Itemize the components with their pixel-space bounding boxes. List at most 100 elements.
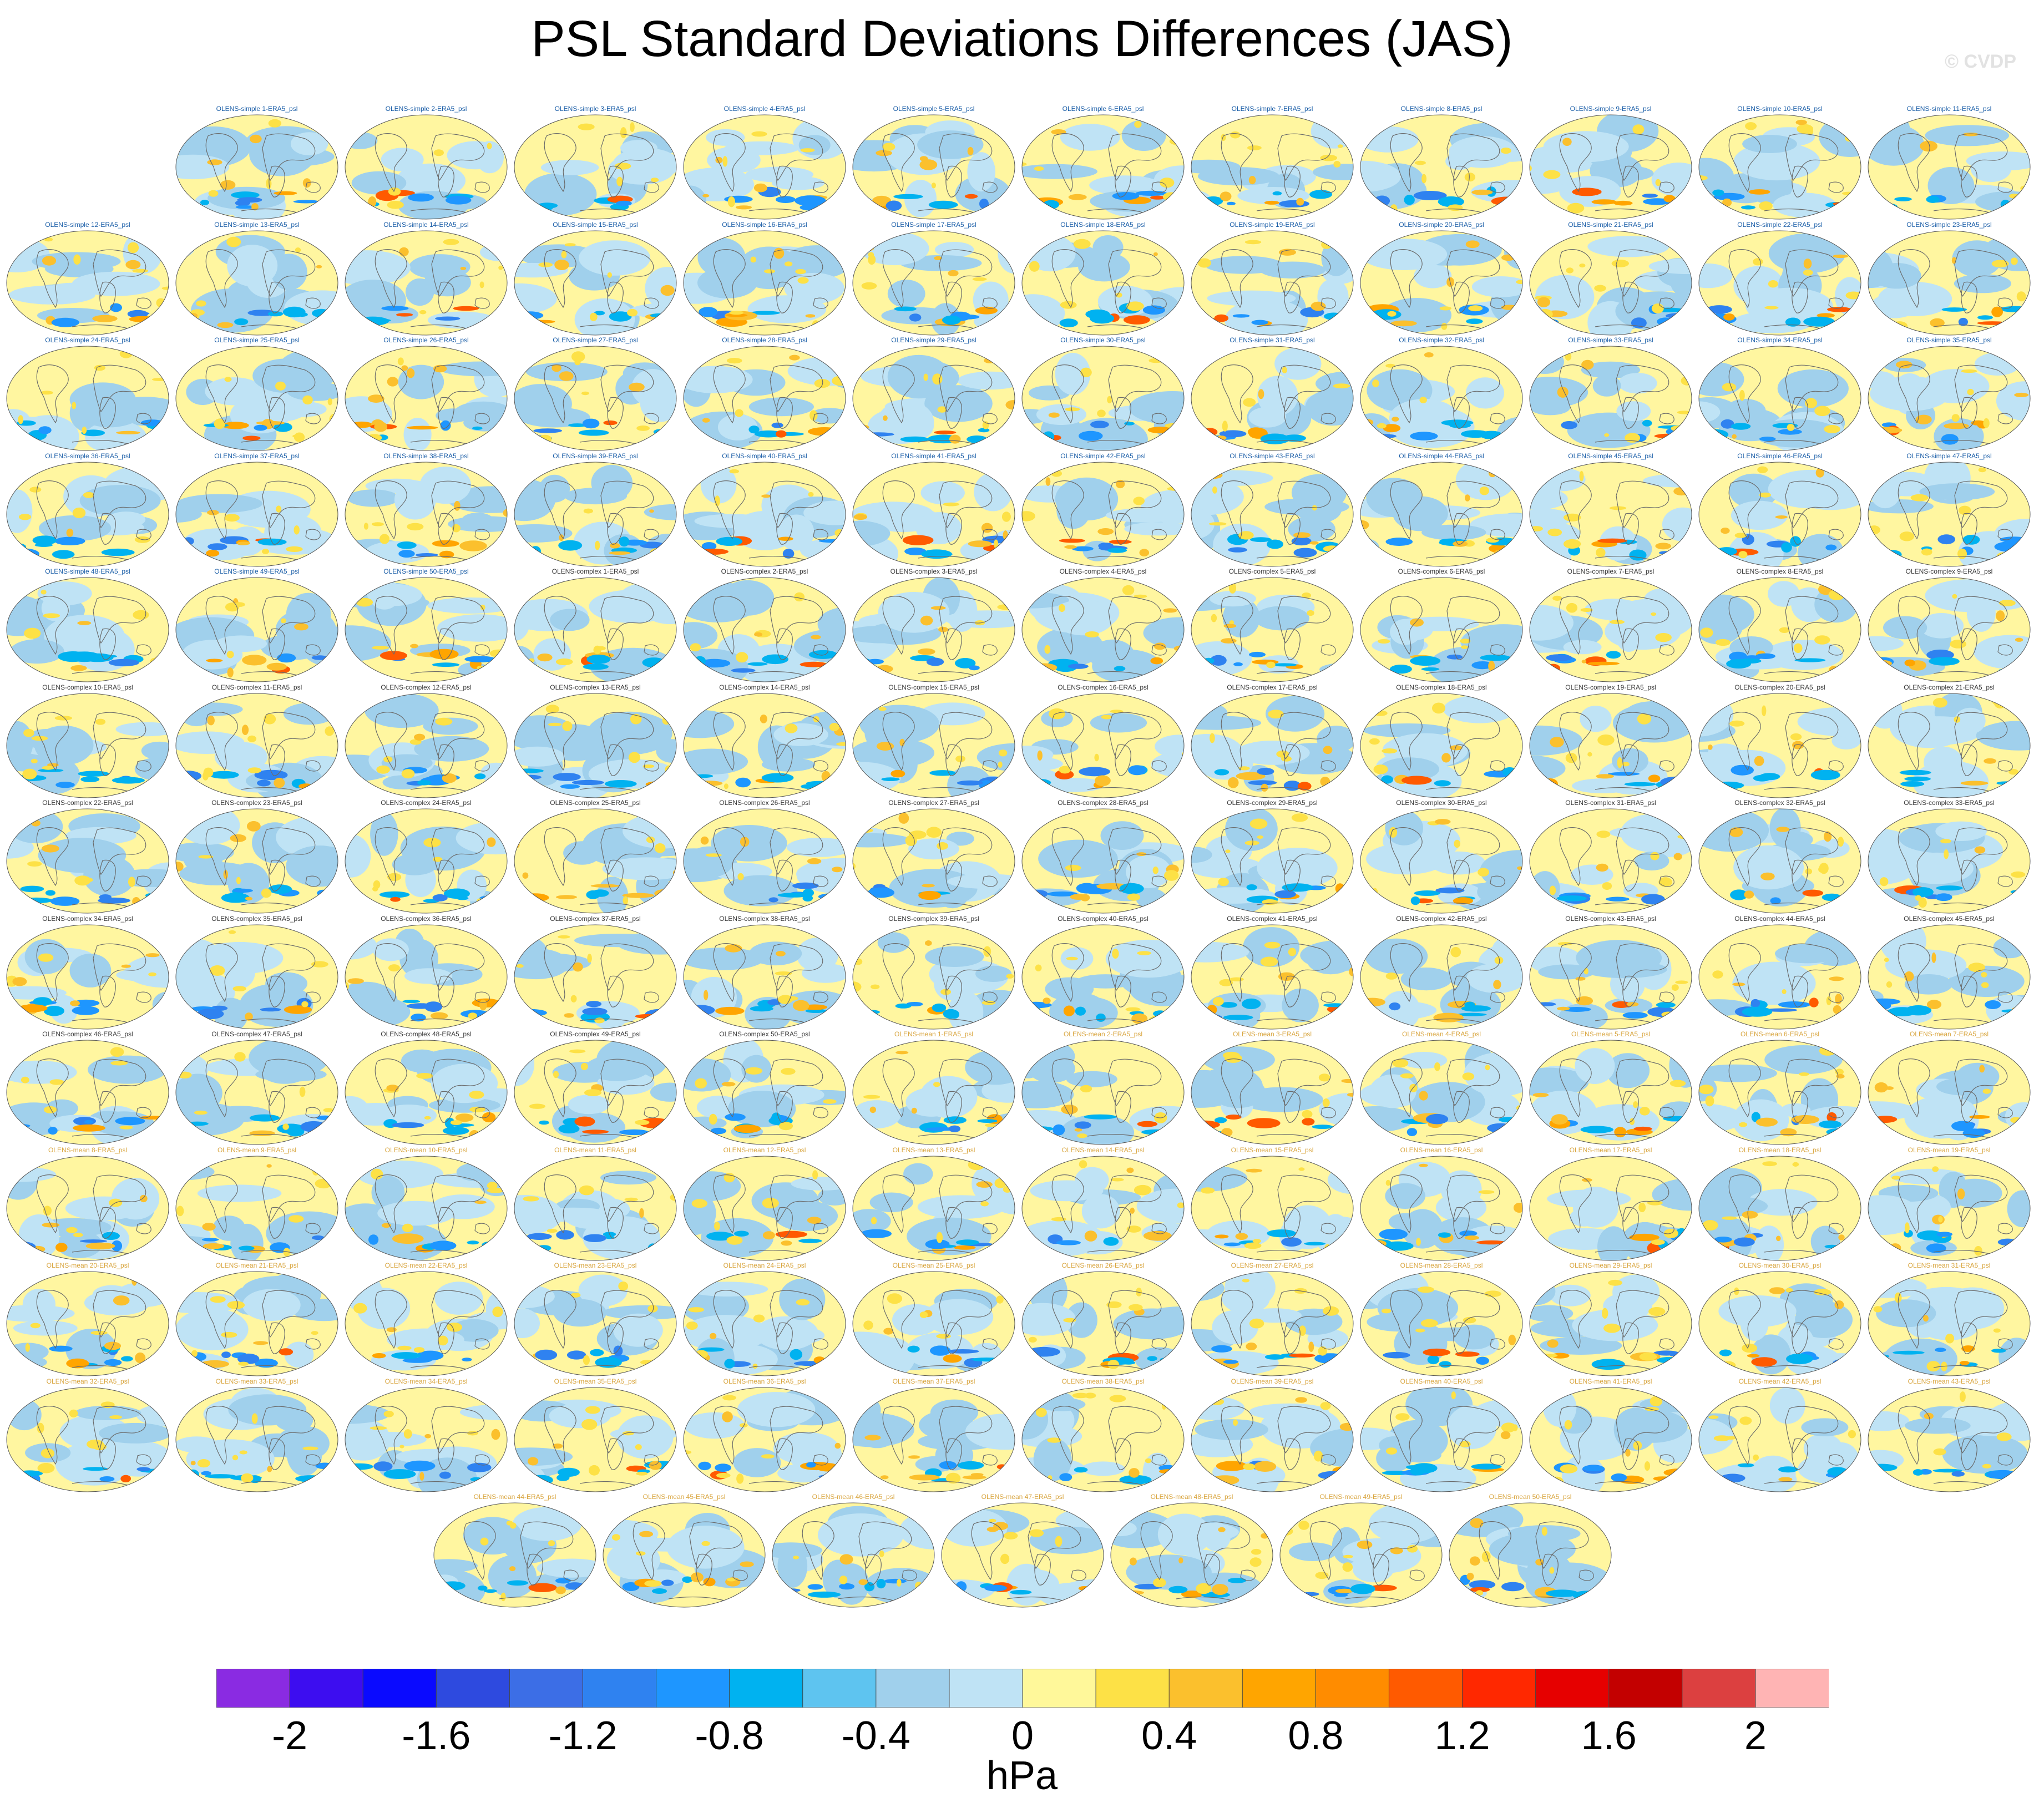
anomaly-region (1894, 197, 1912, 201)
anomaly-region (517, 311, 544, 320)
anomaly-region (1716, 546, 1737, 556)
anomaly-region (1962, 133, 1979, 136)
anomaly-region (8, 1241, 36, 1252)
map-panel: OLENS-complex 26-ERA5_psl (682, 799, 847, 914)
anomaly-region (1433, 1012, 1464, 1022)
anomaly-region (1369, 1074, 1416, 1108)
panel-title: OLENS-simple 6-ERA5_psl (1062, 105, 1144, 113)
anomaly-region (725, 313, 748, 317)
map-plot (1191, 230, 1354, 335)
anomaly-region (37, 1462, 55, 1473)
anomaly-region (1145, 1458, 1152, 1463)
anomaly-region (284, 1005, 312, 1014)
anomaly-region (271, 253, 307, 290)
anomaly-region (414, 733, 426, 741)
panel-title: OLENS-simple 49-ERA5_psl (214, 568, 300, 575)
anomaly-region (286, 1431, 322, 1476)
anomaly-region (656, 583, 662, 589)
anomaly-region (1059, 604, 1065, 612)
map-plot (1360, 924, 1523, 1029)
anomaly-region (981, 523, 993, 533)
coastline (713, 480, 746, 539)
map-outline (345, 924, 508, 1029)
anomaly-region (715, 1006, 745, 1015)
map-panel: OLENS-mean 23-ERA5_psl (513, 1262, 677, 1377)
anomaly-region (1618, 373, 1657, 394)
anomaly-region (1822, 893, 1842, 902)
coastline (918, 208, 974, 213)
coastline (1997, 1107, 2013, 1118)
map-panel: OLENS-simple 19-ERA5_psl (1190, 221, 1354, 336)
map-plot (175, 808, 338, 914)
coastline (1954, 364, 2008, 413)
anomaly-region (38, 426, 52, 434)
anomaly-region (1795, 119, 1807, 125)
panel-title: OLENS-complex 6-ERA5_psl (1398, 568, 1485, 575)
anomaly-region (1870, 1128, 1889, 1133)
panel-title: OLENS-simple 42-ERA5_psl (1060, 452, 1146, 460)
anomaly-region (1249, 818, 1268, 829)
map-plot (1868, 577, 2031, 682)
anomaly-region (650, 548, 664, 557)
anomaly-region (1971, 420, 1986, 426)
anomaly-region (1828, 666, 1839, 675)
panel-title: OLENS-simple 3-ERA5_psl (554, 105, 636, 113)
panel-title: OLENS-simple 24-ERA5_psl (45, 336, 130, 344)
coastline (262, 133, 316, 181)
map-outline (514, 1387, 677, 1492)
coastline (1284, 281, 1301, 313)
anomaly-region (112, 777, 145, 784)
anomaly-region (210, 1296, 226, 1303)
anomaly-region (1622, 761, 1630, 766)
anomaly-region (121, 964, 131, 968)
anomaly-region (1360, 1015, 1378, 1021)
anomaly-region (934, 431, 957, 434)
anomaly-region (1941, 434, 1959, 445)
anomaly-region (43, 613, 60, 619)
anomaly-region (1439, 1361, 1451, 1368)
anomaly-region (41, 589, 47, 595)
map-plot (1360, 577, 1523, 682)
coastline (431, 827, 485, 875)
map-panel: OLENS-simple 37-ERA5_psl (175, 452, 339, 568)
anomaly-region (1702, 1219, 1718, 1230)
anomaly-region (1516, 279, 1522, 284)
anomaly-region (1192, 357, 1202, 367)
coastline (241, 1365, 297, 1370)
coastline (1320, 181, 1336, 193)
panel-title: OLENS-simple 2-ERA5_psl (385, 105, 467, 113)
coastline (776, 1438, 793, 1470)
coastline (1595, 1018, 1651, 1023)
map-outline (1529, 462, 1692, 566)
anomaly-region (1868, 828, 1917, 868)
map-outline (1698, 1040, 1861, 1145)
anomaly-region (499, 303, 506, 313)
anomaly-region (1940, 839, 1951, 844)
anomaly-region (1671, 426, 1685, 432)
coastline (1954, 249, 2008, 297)
anomaly-region (482, 320, 503, 325)
map-plot (1529, 230, 1692, 335)
anomaly-region (1119, 883, 1144, 894)
anomaly-region (356, 597, 373, 607)
anomaly-region (439, 1471, 451, 1479)
anomaly-region (1225, 1115, 1242, 1120)
anomaly-region (552, 364, 561, 372)
panel-title: OLENS-mean 45-ERA5_psl (642, 1493, 726, 1501)
map-plot (852, 1040, 1015, 1145)
anomaly-region (456, 822, 507, 855)
anomaly-region (776, 196, 796, 203)
anomaly-region (302, 1446, 318, 1450)
anomaly-region (968, 1159, 985, 1170)
anomaly-region (1261, 783, 1268, 792)
coastline (1221, 249, 1253, 308)
coastline (1728, 1290, 1761, 1349)
anomaly-region (1478, 868, 1489, 877)
anomaly-region (937, 406, 947, 413)
anomaly-region (1904, 1222, 1910, 1233)
anomaly-region (1218, 878, 1229, 887)
anomaly-region (590, 884, 620, 888)
coastline (1622, 281, 1639, 313)
anomaly-region (602, 1305, 676, 1320)
anomaly-region (1203, 1014, 1222, 1021)
